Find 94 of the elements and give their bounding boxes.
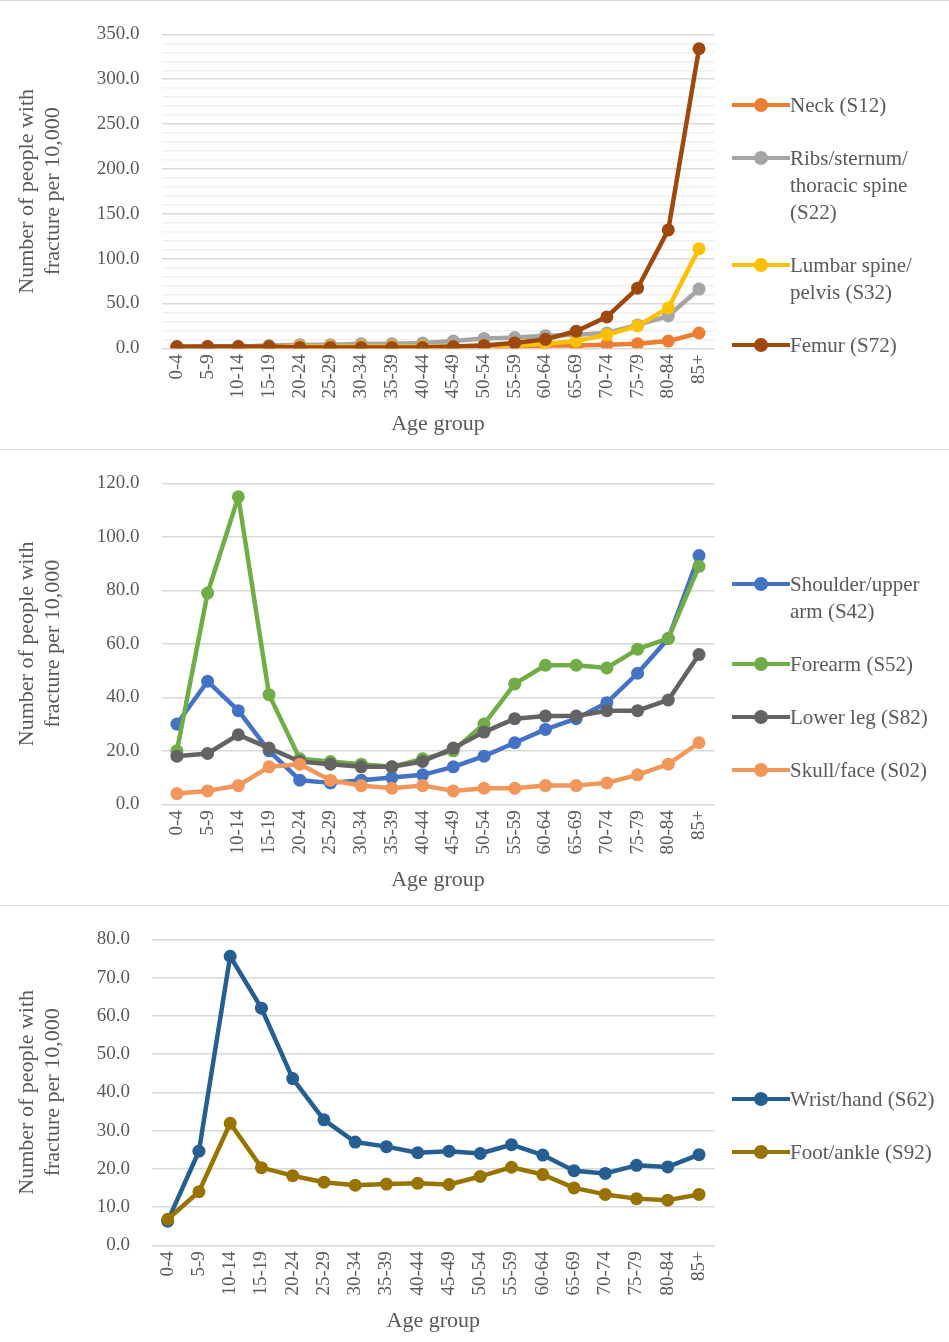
y-tick-label: 20.0 bbox=[96, 1156, 131, 1178]
y-tick-label: 50.0 bbox=[106, 291, 140, 313]
x-tick-label: 10-14 bbox=[218, 1250, 240, 1296]
x-tick-label: 45-49 bbox=[441, 354, 463, 399]
legend-label: Neck (S12) bbox=[790, 91, 888, 119]
x-tick-label: 45-49 bbox=[436, 1251, 458, 1296]
x-tick-label: 35-39 bbox=[374, 1251, 396, 1296]
y-tick-label: 70.0 bbox=[96, 965, 131, 987]
y-tick-label: 250.0 bbox=[96, 112, 140, 134]
x-tick-label: 70-74 bbox=[594, 809, 616, 855]
x-tick-label: 0-4 bbox=[164, 809, 186, 836]
y-tick-label: 40.0 bbox=[106, 685, 140, 707]
x-tick-label: 40-44 bbox=[405, 1250, 427, 1296]
x-tick-label: 25-29 bbox=[318, 354, 340, 399]
x-tick-label: 75-79 bbox=[625, 354, 647, 399]
x-tick-label: 25-29 bbox=[318, 810, 340, 855]
x-tick-label: 30-34 bbox=[343, 1250, 365, 1296]
y-axis-title: Number of people with fracture per 10,000 bbox=[12, 990, 65, 1195]
x-tick-label: 0-4 bbox=[164, 353, 186, 380]
x-tick-label: 70-74 bbox=[594, 353, 616, 399]
y-axis-title: Number of people with fracture per 10,000 bbox=[12, 89, 65, 294]
y-tick-label: 100.0 bbox=[96, 524, 140, 546]
x-axis-title: Age group bbox=[391, 409, 485, 435]
x-tick-label: 50-54 bbox=[472, 353, 494, 399]
x-tick-label: 10-14 bbox=[226, 809, 248, 855]
x-tick-label: 80-84 bbox=[656, 353, 678, 399]
legend-label: Shoulder/upper arm (S42) bbox=[790, 571, 921, 625]
x-tick-label: 40-44 bbox=[410, 809, 432, 855]
y-tick-label: 150.0 bbox=[96, 201, 140, 223]
y-tick-label: 350.0 bbox=[96, 22, 140, 44]
x-tick-label: 15-19 bbox=[257, 354, 279, 399]
x-tick-label: 85+ bbox=[687, 1251, 708, 1281]
x-tick-label: 70-74 bbox=[593, 1250, 615, 1296]
legend-label: Wrist/hand (S62) bbox=[790, 1086, 936, 1113]
x-tick-label: 80-84 bbox=[655, 1250, 677, 1296]
x-tick-label: 15-19 bbox=[257, 810, 279, 855]
y-tick-label: 50.0 bbox=[96, 1042, 131, 1064]
x-tick-label: 10-14 bbox=[226, 353, 248, 399]
y-tick-label: 60.0 bbox=[96, 1003, 131, 1025]
x-tick-label: 65-69 bbox=[564, 810, 586, 855]
legend-label: Skull/face (S02) bbox=[790, 757, 929, 784]
y-tick-label: 80.0 bbox=[106, 578, 140, 600]
y-tick-label: 0.0 bbox=[106, 1233, 131, 1255]
x-tick-label: 20-24 bbox=[287, 809, 309, 855]
x-tick-label: 45-49 bbox=[441, 810, 463, 855]
x-tick-label: 85+ bbox=[687, 354, 708, 384]
legend-label: Lumbar spine/pelvis (S32) bbox=[790, 251, 913, 306]
x-tick-label: 30-34 bbox=[349, 353, 371, 399]
x-tick-label: 55-59 bbox=[502, 810, 524, 855]
x-tick-label: 65-69 bbox=[564, 354, 586, 399]
y-tick-label: 200.0 bbox=[96, 156, 140, 178]
legend-label: Lower leg (S82) bbox=[790, 704, 929, 731]
y-tick-label: 80.0 bbox=[96, 927, 131, 949]
legend-label: Femur (S72) bbox=[790, 331, 898, 359]
y-tick-label: 10.0 bbox=[96, 1195, 131, 1217]
x-tick-label: 5-9 bbox=[195, 354, 217, 380]
x-tick-label: 30-34 bbox=[349, 809, 371, 855]
y-tick-label: 20.0 bbox=[106, 738, 140, 760]
x-tick-label: 35-39 bbox=[379, 810, 401, 855]
x-tick-label: 60-64 bbox=[533, 809, 555, 855]
x-tick-label: 60-64 bbox=[530, 1250, 552, 1296]
y-tick-label: 120.0 bbox=[96, 471, 140, 493]
x-tick-label: 15-19 bbox=[249, 1251, 271, 1296]
y-tick-label: 0.0 bbox=[115, 336, 140, 358]
x-tick-label: 35-39 bbox=[379, 354, 401, 399]
x-tick-label: 55-59 bbox=[502, 354, 524, 399]
y-tick-label: 60.0 bbox=[106, 631, 140, 653]
y-tick-label: 100.0 bbox=[96, 246, 140, 268]
x-tick-label: 20-24 bbox=[280, 1250, 302, 1296]
x-tick-label: 5-9 bbox=[195, 810, 217, 836]
y-tick-label: 40.0 bbox=[96, 1080, 131, 1102]
legend-label: Foot/ankle (S92) bbox=[790, 1139, 933, 1166]
x-axis-title: Age group bbox=[386, 1306, 481, 1332]
legend-label: Ribs/sternum/thoracic spine (S22) bbox=[790, 144, 909, 226]
y-tick-label: 300.0 bbox=[96, 67, 140, 89]
x-tick-label: 75-79 bbox=[625, 810, 647, 855]
x-tick-label: 5-9 bbox=[186, 1251, 208, 1277]
x-tick-label: 65-69 bbox=[561, 1251, 583, 1296]
x-tick-label: 20-24 bbox=[287, 353, 309, 399]
y-tick-label: 0.0 bbox=[115, 792, 140, 814]
x-tick-label: 60-64 bbox=[533, 353, 555, 399]
x-tick-label: 40-44 bbox=[410, 353, 432, 399]
x-tick-label: 55-59 bbox=[499, 1251, 521, 1296]
x-tick-label: 50-54 bbox=[472, 809, 494, 855]
x-tick-label: 80-84 bbox=[656, 809, 678, 855]
x-tick-label: 25-29 bbox=[311, 1251, 333, 1296]
y-axis-title: Number of people with fracture per 10,000 bbox=[12, 541, 65, 747]
x-axis-title: Age group bbox=[391, 865, 485, 891]
y-tick-label: 30.0 bbox=[96, 1118, 131, 1140]
x-tick-label: 0-4 bbox=[155, 1250, 177, 1277]
x-tick-label: 85+ bbox=[687, 810, 708, 840]
x-tick-label: 50-54 bbox=[468, 1250, 490, 1296]
legend-label: Forearm (S52) bbox=[790, 651, 915, 678]
x-tick-label: 75-79 bbox=[624, 1251, 646, 1296]
